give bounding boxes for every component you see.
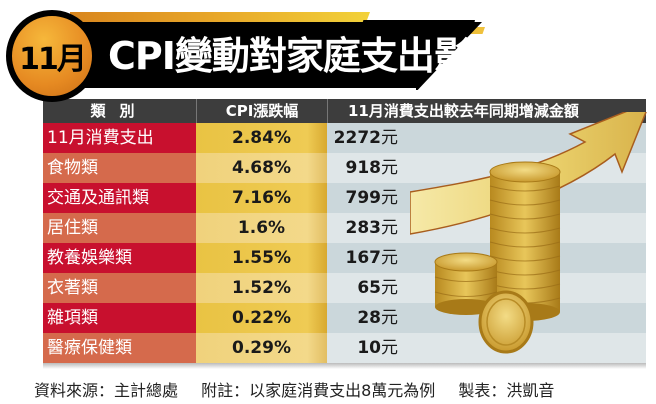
row-filler (402, 243, 646, 273)
amount-value: 10 (357, 338, 381, 358)
row-filler (402, 273, 646, 303)
row-category: 教養娛樂類 (43, 243, 196, 273)
row-amount: 10元 (327, 333, 402, 363)
row-amount: 167元 (327, 243, 402, 273)
footer-note: 附註：以家庭消費支出8萬元為例 (201, 381, 436, 400)
amount-unit: 元 (381, 218, 398, 238)
amount-value: 28 (357, 308, 381, 328)
row-amount: 799元 (327, 183, 402, 213)
row-filler (402, 153, 646, 183)
table-row: 衣著類 1.52% 65元 (43, 273, 646, 303)
header-amount: 11月消費支出較去年同期增減金額 (327, 99, 646, 123)
table-row: 11月消費支出 2.84% 2272元 (43, 123, 646, 153)
amount-value: 918 (345, 158, 382, 178)
row-filler (402, 333, 646, 363)
row-cpi: 0.22% (196, 303, 327, 333)
table-row: 食物類 4.68% 918元 (43, 153, 646, 183)
row-category: 11月消費支出 (43, 123, 196, 153)
header-cpi: CPI漲跌幅 (196, 99, 327, 123)
row-amount: 2272元 (327, 123, 402, 153)
row-filler (402, 123, 646, 153)
row-category: 食物類 (43, 153, 196, 183)
row-amount: 283元 (327, 213, 402, 243)
amount-value: 283 (345, 218, 382, 238)
banner-divider (80, 88, 416, 91)
month-badge-label: 11月 (19, 42, 87, 77)
amount-unit: 元 (381, 158, 398, 178)
row-cpi: 2.84% (196, 123, 327, 153)
table-row: 醫療保健類 0.29% 10元 (43, 333, 646, 363)
table-header: 類別 CPI漲跌幅 11月消費支出較去年同期增減金額 (43, 99, 646, 123)
row-filler (402, 183, 646, 213)
amount-unit: 元 (381, 188, 398, 208)
amount-value: 799 (345, 188, 382, 208)
footer: 資料來源：主計總處 附註：以家庭消費支出8萬元為例 製表：洪凱音 (34, 377, 572, 401)
row-cpi: 1.52% (196, 273, 327, 303)
row-category: 雜項類 (43, 303, 196, 333)
row-cpi: 0.29% (196, 333, 327, 363)
footer-author: 製表：洪凱音 (458, 381, 555, 400)
table-row: 居住類 1.6% 283元 (43, 213, 646, 243)
table-shadow (43, 363, 646, 369)
row-category: 衣著類 (43, 273, 196, 303)
amount-value: 2272 (333, 128, 381, 148)
row-filler (402, 213, 646, 243)
row-category: 居住類 (43, 213, 196, 243)
amount-value: 65 (357, 278, 381, 298)
month-badge: 11月 (6, 10, 98, 102)
row-cpi: 4.68% (196, 153, 327, 183)
row-category: 交通及通訊類 (43, 183, 196, 213)
cpi-table: 類別 CPI漲跌幅 11月消費支出較去年同期增減金額 11月消費支出 2.84%… (43, 99, 646, 369)
row-amount: 65元 (327, 273, 402, 303)
footer-source: 資料來源：主計總處 (34, 381, 179, 400)
table-row: 教養娛樂類 1.55% 167元 (43, 243, 646, 273)
row-filler (402, 303, 646, 333)
row-amount: 918元 (327, 153, 402, 183)
amount-unit: 元 (381, 248, 398, 268)
amount-value: 167 (345, 248, 382, 268)
amount-unit: 元 (381, 278, 398, 298)
row-cpi: 1.6% (196, 213, 327, 243)
row-cpi: 7.16% (196, 183, 327, 213)
row-cpi: 1.55% (196, 243, 327, 273)
amount-unit: 元 (381, 128, 398, 148)
amount-unit: 元 (381, 338, 398, 358)
page-title: CPI變動對家庭支出影響 (108, 34, 509, 78)
amount-unit: 元 (381, 308, 398, 328)
header-category: 類別 (90, 102, 149, 120)
title-banner (80, 22, 482, 90)
table-row: 雜項類 0.22% 28元 (43, 303, 646, 333)
table-row: 交通及通訊類 7.16% 799元 (43, 183, 646, 213)
row-amount: 28元 (327, 303, 402, 333)
row-category: 醫療保健類 (43, 333, 196, 363)
